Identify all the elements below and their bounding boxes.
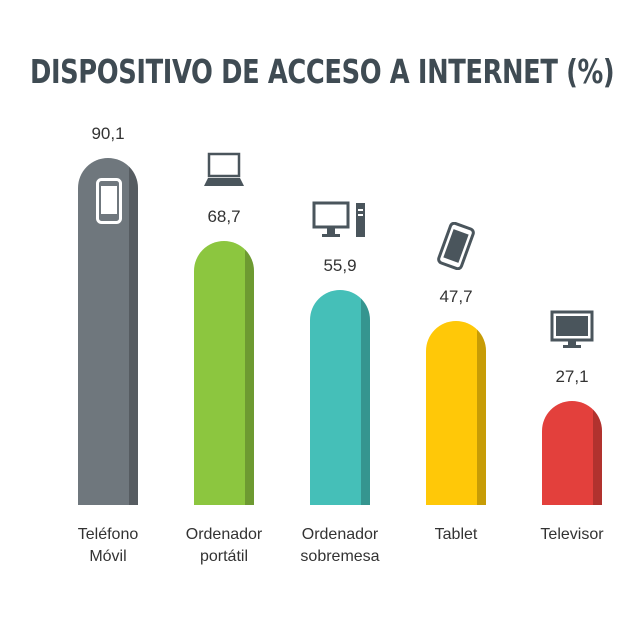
device-icon [96, 178, 122, 229]
device-icon [312, 201, 368, 244]
chart-title: DISPOSITIVO DE ACCESO A INTERNET (%) [30, 52, 615, 91]
bar-shade [593, 400, 602, 505]
category-text: Ordenador sobremesa [300, 526, 380, 565]
category-label: Teléfono Móvil [53, 524, 163, 568]
category-label: Televisor [517, 524, 621, 546]
value-label: 27,1 [555, 366, 589, 386]
value-label: 55,9 [323, 255, 357, 275]
value-label: 68,7 [207, 206, 241, 226]
bar-shade [361, 289, 370, 505]
category-label: Tablet [401, 524, 511, 546]
bar-column: 90,1 [63, 124, 153, 505]
bar [426, 321, 486, 505]
device-icon [436, 222, 476, 275]
bar [310, 289, 370, 505]
bar-shade [129, 158, 138, 505]
bar [194, 240, 254, 505]
category-text: Tablet [434, 526, 478, 543]
bar-column: 27,1 [527, 310, 617, 505]
bar [542, 400, 602, 505]
category-label: Ordenador sobremesa [285, 524, 395, 568]
bar-shade [477, 321, 486, 505]
category-label: Ordenador portátil [169, 524, 279, 568]
bar-shade [245, 240, 254, 505]
bar-column: 68,7 [179, 152, 269, 505]
bar-column: 47,7 [411, 222, 501, 505]
bar-column: 55,9 [295, 201, 385, 505]
value-label: 47,7 [439, 287, 473, 307]
category-text: Ordenador portátil [185, 526, 263, 565]
device-icon [204, 152, 244, 195]
device-icon [550, 310, 594, 355]
category-text: Teléfono Móvil [77, 526, 139, 565]
category-text: Televisor [540, 526, 604, 543]
bar [78, 158, 138, 505]
value-label: 90,1 [91, 124, 125, 144]
